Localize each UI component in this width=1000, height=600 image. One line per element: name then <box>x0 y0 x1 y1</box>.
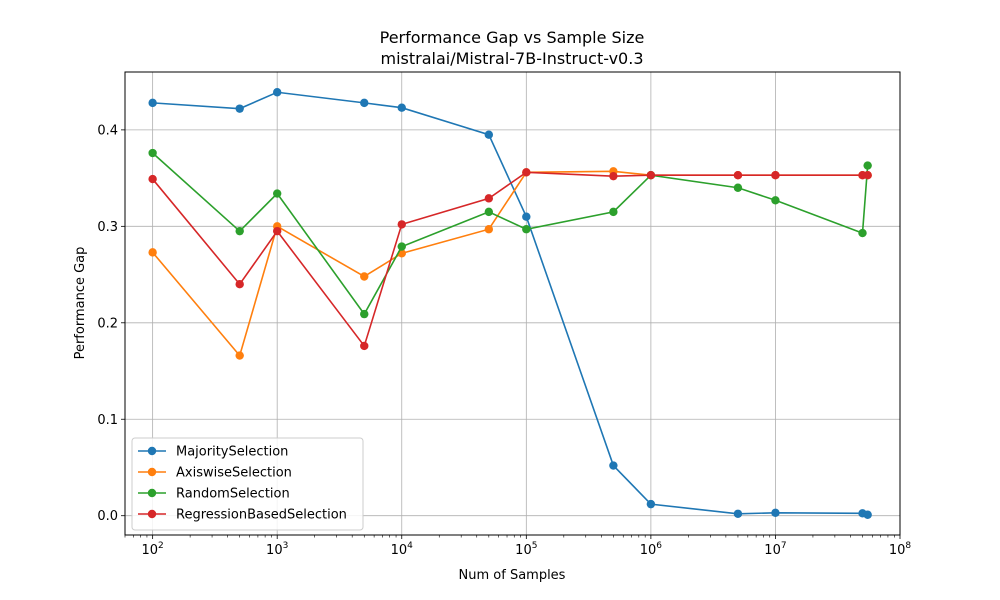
data-point <box>863 510 872 519</box>
x-tick-exponent: 4 <box>407 541 413 551</box>
data-point <box>360 98 369 108</box>
data-point <box>771 196 780 205</box>
data-point <box>484 194 494 203</box>
data-point <box>733 171 743 180</box>
x-tick-label: 106 <box>640 541 663 558</box>
x-tick-label: 105 <box>515 541 537 558</box>
legend-label: RegressionBasedSelection <box>176 508 347 523</box>
legend-marker <box>147 446 157 456</box>
y-tick-label: 0.1 <box>97 413 118 428</box>
x-tick-label: 103 <box>266 541 288 558</box>
data-point <box>484 207 494 217</box>
x-axis-title: Num of Samples <box>459 568 566 583</box>
x-tick-exponent: 6 <box>656 541 662 551</box>
data-point <box>148 174 157 184</box>
y-axis-title: Performance Gap <box>73 247 88 360</box>
data-point <box>360 272 369 281</box>
series-MajoritySelection <box>148 88 872 519</box>
x-tick-label: 107 <box>764 541 786 558</box>
data-point <box>397 103 406 112</box>
y-tick-label: 0.4 <box>97 123 118 138</box>
x-tick-exponent: 2 <box>158 541 164 551</box>
data-point <box>397 242 406 251</box>
x-tick-base: 10 <box>391 543 408 558</box>
plot-frame <box>124 71 901 536</box>
y-tick-label: 0.3 <box>97 220 118 235</box>
data-point <box>235 226 244 236</box>
x-tick-exponent: 8 <box>905 541 911 551</box>
data-point <box>858 228 867 238</box>
data-point <box>272 88 282 97</box>
series-RandomSelection <box>148 148 872 319</box>
x-tick-base: 10 <box>889 543 906 558</box>
chart-subtitle: mistralai/Mistral-7B-Instruct-v0.3 <box>380 49 643 68</box>
legend-label: MajoritySelection <box>176 445 288 460</box>
x-tick-base: 10 <box>764 543 781 558</box>
data-point <box>771 508 780 518</box>
x-tick-base: 10 <box>640 543 657 558</box>
data-point <box>272 226 282 236</box>
data-point <box>484 130 494 139</box>
data-point <box>272 189 282 198</box>
chart-title: Performance Gap vs Sample Size <box>380 28 645 47</box>
legend-marker <box>147 488 157 498</box>
data-point <box>522 225 531 234</box>
x-tick-base: 10 <box>515 543 532 558</box>
legend-label: RandomSelection <box>176 487 290 502</box>
data-point <box>863 161 872 170</box>
legend: MajoritySelection AxiswiseSelection Random… <box>131 437 364 531</box>
data-point <box>522 168 531 177</box>
data-point <box>148 248 157 257</box>
data-point <box>609 207 618 217</box>
legend-marker <box>147 467 157 477</box>
x-tick-label: 108 <box>889 541 912 558</box>
data-point <box>646 171 656 180</box>
data-point <box>235 351 244 360</box>
data-point <box>235 280 244 289</box>
data-point <box>484 225 494 234</box>
x-tick-exponent: 7 <box>781 541 787 551</box>
data-point <box>148 148 157 158</box>
data-point <box>771 171 780 180</box>
x-tick-base: 10 <box>141 543 158 558</box>
series-layer <box>148 88 872 519</box>
legend-label: AxiswiseSelection <box>176 466 292 481</box>
data-point <box>733 183 743 192</box>
data-point <box>733 509 743 518</box>
x-tick-base: 10 <box>266 543 283 558</box>
data-point <box>235 104 244 113</box>
data-point <box>609 171 618 181</box>
data-point <box>360 309 369 319</box>
data-point <box>397 220 406 229</box>
legend-box <box>131 437 364 531</box>
y-tick-label: 0.2 <box>97 316 118 331</box>
legend-marker <box>147 509 157 519</box>
x-tick-exponent: 5 <box>532 541 538 551</box>
y-tick-label: 0.0 <box>97 509 118 524</box>
data-point <box>360 341 369 351</box>
data-point <box>646 499 656 509</box>
x-tick-label: 102 <box>141 541 163 558</box>
x-tick-exponent: 3 <box>283 541 289 551</box>
grid-lines <box>125 72 901 535</box>
data-point <box>609 461 618 470</box>
x-tick-label: 104 <box>391 541 414 558</box>
data-point <box>148 98 157 108</box>
data-point <box>522 212 531 221</box>
series-RegressionBasedSelection <box>148 168 872 351</box>
data-point <box>863 171 872 180</box>
